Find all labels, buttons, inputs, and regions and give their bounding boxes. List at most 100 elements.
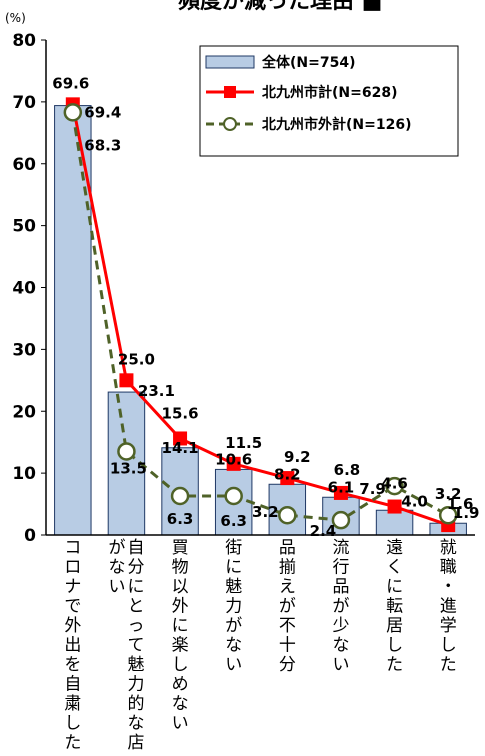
marker-outside <box>438 505 458 525</box>
data-label-kitakyushu: 4.6 <box>381 475 408 493</box>
data-label-kitakyushu: 9.2 <box>284 448 311 466</box>
series-line-outside <box>71 112 449 522</box>
x-category-label-char: 流 <box>332 538 349 558</box>
x-category-label-char: 自 <box>64 675 81 695</box>
y-tick-label: 70 <box>12 93 36 113</box>
x-category-label-char: が <box>279 597 296 617</box>
data-label-outside: 6.3 <box>167 510 194 528</box>
x-category-label-char: 物 <box>172 558 189 578</box>
x-category-label-char: て <box>127 636 144 656</box>
x-category-label-char: な <box>172 694 189 714</box>
x-category-label-char: い <box>332 655 349 675</box>
x-category-label-char: 自 <box>127 538 144 558</box>
data-label-kitakyushu: 25.0 <box>118 350 155 368</box>
legend: 全体(N=754) 北九州市計(N=628) 北九州市外計(N=126) <box>199 45 459 157</box>
data-label-kitakyushu: 11.5 <box>225 434 262 452</box>
data-label-outside: 2.4 <box>310 522 337 540</box>
x-category-label-char: 行 <box>332 558 349 578</box>
x-category-label-char: 買 <box>172 538 189 558</box>
x-category-label-char: 以 <box>172 577 189 597</box>
data-label-overall: 4.0 <box>401 492 428 510</box>
legend-marker-outside <box>223 117 237 131</box>
x-category-label-char: 外 <box>64 616 81 636</box>
x-category-label-char: 魅 <box>225 577 242 597</box>
x-category-label-char: 転 <box>386 597 403 617</box>
data-label-overall: 14.1 <box>162 439 199 457</box>
marker-outside <box>63 103 83 122</box>
marker-kitakyushu <box>333 485 348 500</box>
x-category-label-char: 魅 <box>127 655 144 675</box>
y-tick-label: 30 <box>12 340 36 360</box>
y-tick-label: 0 <box>24 526 36 546</box>
y-tick-label: 80 <box>12 31 36 51</box>
x-category-label-char: が <box>225 616 242 636</box>
x-category-label-char: し <box>64 714 81 734</box>
x-category-label-char: 力 <box>127 675 144 695</box>
x-category-label-char: た <box>386 655 403 675</box>
marker-kitakyushu <box>226 456 241 471</box>
x-category-label-char: し <box>386 636 403 656</box>
x-category-label-char: っ <box>127 616 144 636</box>
x-category-label-char: 的 <box>127 694 144 714</box>
data-label-outside: 3.2 <box>252 503 279 521</box>
x-category-label-char: 不 <box>279 616 296 636</box>
data-label-kitakyushu: 6.8 <box>334 461 361 479</box>
data-label-overall: 6.1 <box>328 478 355 496</box>
chart-title: 頻度が減った理由 ■ <box>178 0 382 14</box>
x-category-label-char: 楽 <box>172 636 189 656</box>
x-category-label-char: コ <box>64 538 81 558</box>
x-category-label-char: と <box>127 597 144 617</box>
x-category-label-char: た <box>440 655 457 675</box>
x-category-label-char: め <box>172 675 189 695</box>
marker-kitakyushu <box>387 499 402 514</box>
legend-marker-kitakyushu <box>224 86 236 98</box>
y-tick-label: 20 <box>12 402 36 422</box>
x-category-label-char: ・ <box>440 577 457 597</box>
marker-kitakyushu <box>173 431 188 446</box>
x-category-label-char: 居 <box>386 616 403 636</box>
data-label-overall: 69.4 <box>84 104 121 122</box>
x-category-label-char: ロ <box>64 558 81 578</box>
x-category-label-char: 外 <box>172 597 189 617</box>
x-category-label-char: い <box>225 655 242 675</box>
bar <box>375 509 414 536</box>
data-label-kitakyushu: 15.6 <box>162 404 199 422</box>
x-category-label-char: 遠 <box>386 538 403 558</box>
data-label-outside: 13.5 <box>110 459 147 477</box>
x-category-label-char: 粛 <box>64 694 81 714</box>
x-category-label-char: 分 <box>127 558 144 578</box>
x-category-label-char: し <box>172 655 189 675</box>
data-label-outside: 6.3 <box>220 512 247 530</box>
x-category-label-char: が <box>108 538 125 558</box>
x-category-label-char: 十 <box>279 636 296 656</box>
y-tick-label: 10 <box>12 464 36 484</box>
x-category-label-char: 分 <box>279 655 296 675</box>
x-category-label-char: た <box>64 733 81 753</box>
marker-outside <box>278 505 297 525</box>
legend-label-outside: 北九州市外計(N=126) <box>262 116 411 133</box>
data-label-outside: 3.2 <box>435 485 462 503</box>
x-category-label-char: 街 <box>225 538 242 558</box>
bar <box>54 105 92 536</box>
marker-outside <box>331 510 351 530</box>
x-category-label-char: に <box>225 558 242 578</box>
x-category-label-char: 品 <box>279 538 296 558</box>
x-category-label-char: 店 <box>127 733 144 753</box>
x-category-label-char: え <box>279 577 296 597</box>
x-category-label-char: な <box>225 636 242 656</box>
y-tick-label: 50 <box>12 217 36 237</box>
legend-label-overall: 全体(N=754) <box>261 54 355 71</box>
data-label-overall: 8.2 <box>274 465 301 483</box>
data-label-overall: 1.9 <box>453 504 480 522</box>
marker-outside <box>385 476 404 496</box>
x-category-label-char: 品 <box>332 577 349 597</box>
marker-outside <box>117 442 136 461</box>
x-category-label-char: い <box>108 577 125 597</box>
x-category-label-char: 出 <box>64 636 81 656</box>
series-line-kitakyushu <box>71 104 449 527</box>
x-category-label-char: ナ <box>64 577 81 597</box>
y-axis-unit: (%) <box>5 11 26 25</box>
x-category-label-char: 職 <box>440 558 457 578</box>
marker-kitakyushu <box>119 373 134 388</box>
